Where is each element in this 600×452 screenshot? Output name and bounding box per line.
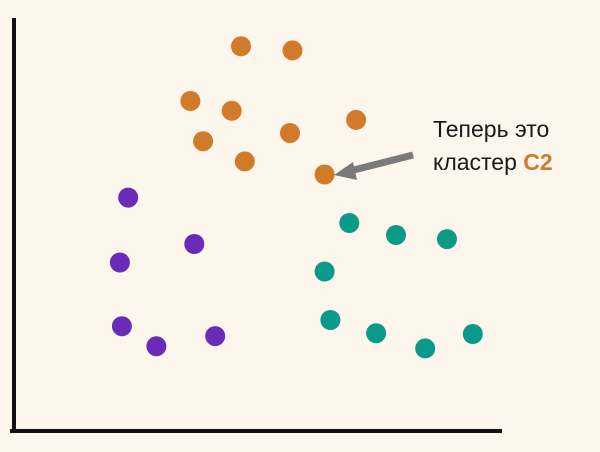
- data-point-s2-2: [184, 234, 205, 254]
- arrow-shaft: [349, 151, 414, 175]
- data-point-s3-3: [437, 229, 457, 250]
- data-point-s2-1: [118, 187, 139, 208]
- data-point-s3-7: [415, 338, 436, 359]
- annotation-line-2: кластер С2: [433, 146, 553, 179]
- data-point-s2-5: [146, 336, 167, 357]
- annotation-arrow: [334, 151, 414, 180]
- data-point-s3-4: [314, 261, 335, 282]
- data-point-s3-2: [386, 225, 406, 245]
- data-point-s2-4: [111, 316, 132, 337]
- data-point-s1-6: [280, 123, 300, 143]
- data-point-s3-8: [462, 324, 483, 344]
- data-points: [109, 36, 483, 359]
- annotation-line-2-text: кластер: [433, 149, 524, 175]
- annotation-line-1: Теперь это: [433, 116, 550, 142]
- cluster-name-highlight: С2: [523, 149, 553, 175]
- data-point-s3-5: [320, 310, 341, 330]
- data-point-s1-3: [180, 91, 201, 111]
- data-point-s1-4: [221, 100, 242, 121]
- data-point-s1-2: [282, 40, 303, 61]
- data-point-s1-9: [314, 164, 335, 185]
- data-point-s1-8: [234, 151, 255, 172]
- data-point-s1-5: [193, 131, 214, 152]
- axes: [10, 18, 502, 433]
- data-point-s1-7: [346, 109, 367, 130]
- data-point-s2-6: [205, 326, 226, 347]
- data-point-s1-1: [231, 36, 251, 57]
- data-point-s3-6: [366, 323, 387, 344]
- data-point-s3-1: [339, 213, 360, 233]
- annotation-label: Теперь это кластер С2: [433, 113, 553, 179]
- data-point-s2-3: [109, 252, 130, 273]
- arrow-head: [334, 162, 357, 180]
